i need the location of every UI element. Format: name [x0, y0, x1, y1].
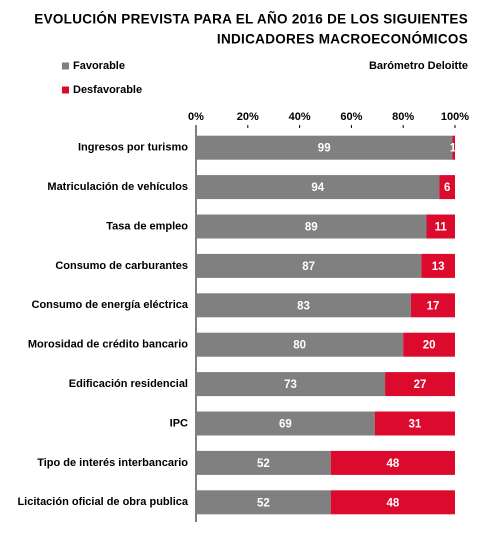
bar-segment	[196, 332, 404, 357]
bar-segment	[374, 411, 455, 436]
bar-segment	[410, 293, 455, 318]
bar-segment	[196, 490, 331, 515]
bar-segment	[330, 450, 455, 475]
value-label: 52	[257, 458, 270, 470]
y-tick-label: Ingresos por turismo	[78, 142, 188, 154]
value-label: 6	[444, 182, 450, 194]
y-tick-label: Licitación oficial de obra publica	[17, 496, 188, 508]
legend-swatch	[62, 86, 69, 94]
y-tick-label: IPC	[170, 417, 188, 429]
value-label: 1	[450, 143, 457, 155]
y-tick-label: Consumo de energía eléctrica	[32, 299, 189, 311]
value-label: 99	[318, 143, 331, 155]
value-label: 69	[279, 419, 292, 431]
y-tick-label: Morosidad de crédito bancario	[28, 339, 188, 351]
y-tick-label: Matriculación de vehículos	[47, 181, 188, 193]
bar-segment	[196, 450, 331, 475]
y-tick-label: Consumo de carburantes	[55, 260, 188, 272]
bar-segment	[196, 214, 427, 239]
x-tick-label: 60%	[340, 111, 362, 123]
value-label: 31	[408, 419, 421, 431]
value-label: 17	[427, 300, 440, 312]
legend-swatch	[62, 62, 69, 70]
value-label: 52	[257, 497, 270, 509]
value-label: 83	[297, 300, 310, 312]
chart-subtitle: Barómetro Deloitte	[369, 60, 468, 72]
value-label: 94	[311, 182, 324, 194]
bar-segment	[426, 214, 455, 239]
bar-segment	[452, 135, 455, 160]
y-tick-label: Tipo de interés interbancario	[37, 457, 188, 469]
value-label: 80	[293, 340, 306, 352]
value-label: 89	[305, 222, 318, 234]
chart-title: INDICADORES MACROECONÓMICOS	[217, 32, 468, 47]
bar-segment	[196, 372, 386, 397]
x-tick-label: 40%	[289, 111, 311, 123]
value-label: 48	[386, 458, 399, 470]
x-tick-label: 80%	[392, 111, 414, 123]
value-label: 20	[423, 340, 436, 352]
y-tick-label: Edificación residencial	[69, 378, 188, 390]
bar-segment	[330, 490, 455, 515]
y-tick-label: Tasa de empleo	[106, 220, 188, 232]
bar-segment	[196, 135, 453, 160]
bar-segment	[196, 411, 375, 436]
bar-segment	[196, 175, 440, 200]
legend-label: Desfavorable	[73, 84, 142, 96]
value-label: 27	[414, 379, 427, 391]
bar-segment	[196, 293, 411, 318]
bar-segment	[196, 253, 422, 278]
value-label: 73	[284, 379, 297, 391]
bar-segment	[439, 175, 455, 200]
bar-segment	[403, 332, 455, 357]
value-label: 48	[386, 497, 399, 509]
x-tick-label: 20%	[237, 111, 259, 123]
x-tick-label: 0%	[188, 111, 204, 123]
bar-segment	[385, 372, 455, 397]
value-label: 87	[302, 261, 315, 273]
value-label: 11	[435, 222, 448, 234]
x-tick-label: 100%	[441, 111, 469, 123]
bar-segment	[421, 253, 455, 278]
legend-label: Favorable	[73, 60, 125, 72]
value-label: 13	[432, 261, 445, 273]
chart-title: EVOLUCIÓN PREVISTA PARA EL AÑO 2016 DE L…	[34, 12, 468, 27]
